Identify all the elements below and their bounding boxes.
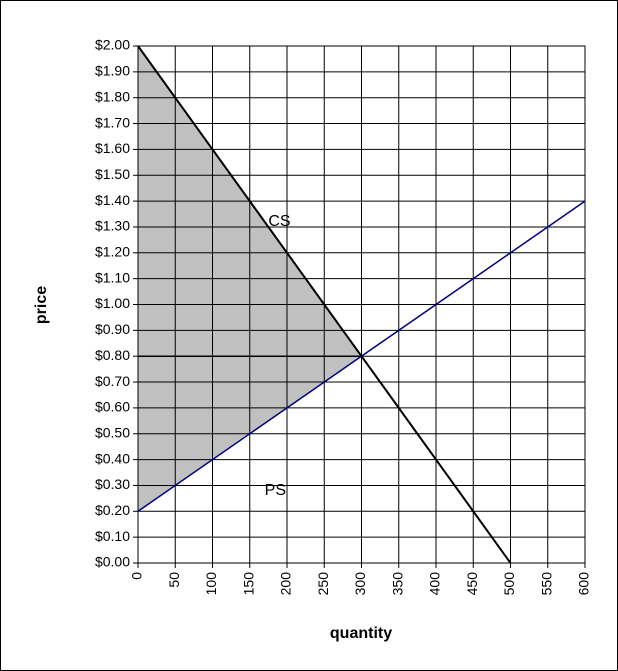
x-tick-label: 0 [129, 572, 145, 580]
line [137, 45, 512, 564]
y-tick-label: $1.10 [95, 269, 130, 285]
y-tick-label: $0.70 [95, 373, 130, 389]
x-tick-label: 350 [389, 572, 405, 596]
y-tick-label: $0.60 [95, 399, 130, 415]
y-tick-label: $1.70 [95, 114, 130, 130]
y-axis-title: price [33, 286, 50, 324]
y-tick-label: $1.80 [95, 88, 130, 104]
y-tick-label: $0.40 [95, 450, 130, 466]
x-tick-label: 500 [501, 572, 517, 596]
annotation: CS [268, 213, 290, 230]
plot-border [137, 45, 586, 564]
y-tick-label: $1.90 [95, 63, 130, 79]
x-tick-label: 200 [278, 572, 294, 596]
y-tick-label: $2.00 [95, 37, 130, 53]
y-tick-label: $1.00 [95, 295, 130, 311]
y-tick-label: $0.20 [95, 502, 130, 518]
x-tick-label: 250 [315, 572, 331, 596]
annotation: PS [265, 482, 286, 499]
y-tick-label: $1.30 [95, 218, 130, 234]
y-tick-label: $1.60 [95, 140, 130, 156]
y-tick-label: $0.10 [95, 528, 130, 544]
y-tick-label: $1.20 [95, 244, 130, 260]
x-tick-label: 150 [240, 572, 256, 596]
x-axis-title: quantity [330, 625, 392, 642]
x-tick-label: 300 [352, 572, 368, 596]
x-tick-label: 50 [166, 572, 182, 588]
x-tick-label: 400 [427, 572, 443, 596]
y-tick-label: $0.80 [95, 347, 130, 363]
y-tick-label: $0.30 [95, 476, 130, 492]
y-tick-label: $0.50 [95, 424, 130, 440]
y-tick-label: $0.90 [95, 321, 130, 337]
x-tick-label: 600 [576, 572, 592, 596]
y-tick-label: $1.40 [95, 192, 130, 208]
x-tick-label: 100 [203, 572, 219, 596]
x-tick-label: 550 [538, 572, 554, 596]
y-tick-label: $1.50 [95, 166, 130, 182]
x-tick-label: 450 [464, 572, 480, 596]
y-tick-label: $0.00 [95, 554, 130, 570]
